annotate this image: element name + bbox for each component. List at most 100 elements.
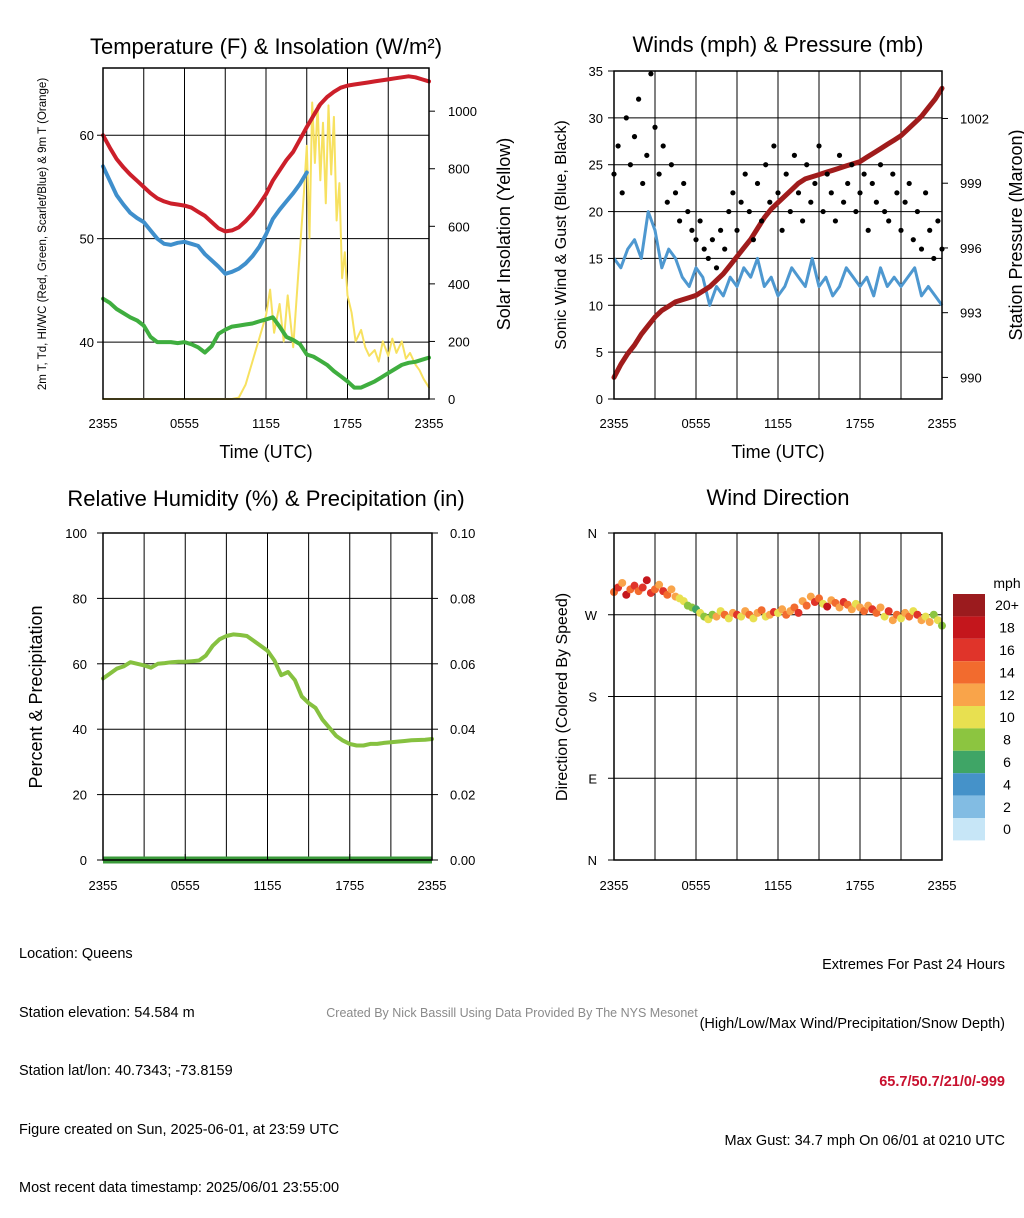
y-tick-label: 60	[80, 128, 94, 143]
direction-tick-label: N	[588, 853, 597, 868]
legend-label: 0	[1003, 821, 1011, 837]
gust-point	[841, 199, 847, 205]
gust-point	[750, 237, 757, 243]
gust-point	[845, 180, 851, 187]
gust-point	[709, 237, 716, 243]
wind-direction-panel: Wind Direction Direction (Colored By Spe…	[554, 485, 1021, 893]
humidity-panel-title: Relative Humidity (%) & Precipitation (i…	[67, 486, 464, 511]
winds-x-axis-label: Time (UTC)	[731, 442, 824, 462]
winds-grid	[614, 71, 942, 399]
wind-direction-point	[888, 616, 897, 625]
wind-direction-point	[655, 580, 664, 589]
wind-direction-point	[737, 612, 746, 621]
y2-tick-label: 200	[448, 334, 470, 349]
wind-speed-legend: mph 20+ 18 16 14 12 10 8 6 4 2 0	[953, 575, 1021, 841]
y-tick-label: 40	[73, 722, 87, 737]
gust-point	[808, 199, 814, 205]
gust-point	[668, 162, 675, 168]
legend-label: 18	[999, 620, 1015, 636]
gust-point	[935, 218, 941, 224]
legend-title: mph	[993, 575, 1020, 591]
wind-direction-point	[929, 610, 938, 619]
wind-direction-point	[663, 590, 672, 599]
gust-point	[931, 255, 937, 262]
legend-label: 6	[1003, 754, 1011, 770]
wind-direction-point	[794, 608, 803, 617]
gust-point	[886, 218, 892, 224]
gust-point	[927, 227, 933, 233]
gust-point	[734, 227, 740, 233]
gust-point	[783, 171, 789, 177]
gust-point	[791, 152, 798, 158]
gust-point	[627, 162, 634, 168]
legend-swatch	[953, 728, 985, 751]
wind-direction-panel-title: Wind Direction	[706, 485, 849, 510]
legend-label: 2	[1003, 799, 1011, 815]
figure-created: Figure created on Sun, 2025-06-01, at 23…	[19, 1121, 339, 1138]
y2-tick-label: 0.00	[450, 853, 475, 868]
wind-direction-point	[790, 603, 799, 612]
y2-tick-label: 990	[960, 370, 982, 385]
x-tick-label: 1755	[335, 878, 364, 893]
gust-point	[640, 180, 646, 187]
gust-point	[681, 180, 687, 187]
legend-swatch	[953, 661, 985, 684]
gust-point	[914, 208, 921, 215]
legend-swatch	[953, 818, 985, 841]
gust-point	[746, 208, 752, 215]
legend-label: 8	[1003, 732, 1011, 748]
y2-tick-label: 0.10	[450, 526, 475, 541]
x-tick-label: 2355	[89, 878, 118, 893]
extremes-values: 65.7/50.7/21/0/-999	[879, 1074, 1005, 1090]
humidity-y-axis-label: Percent & Precipitation	[26, 605, 46, 788]
temperature-panel-title: Temperature (F) & Insolation (W/m²)	[90, 34, 442, 59]
y-tick-label: 0	[80, 853, 87, 868]
gust-point	[836, 152, 843, 158]
temperature-y2-axis-label: Solar Insolation (Yellow)	[494, 138, 514, 330]
gust-point	[910, 237, 916, 243]
y2-tick-label: 0.08	[450, 591, 475, 606]
x-tick-label: 2355	[600, 878, 629, 893]
gust-point	[623, 115, 629, 121]
legend-swatch	[953, 750, 985, 774]
temperature-line	[101, 74, 431, 234]
gust-point	[877, 162, 884, 168]
wind-direction-point	[778, 605, 787, 614]
gust-point	[824, 171, 830, 177]
gust-point	[873, 199, 880, 205]
wind-direction-point	[757, 606, 766, 615]
y-tick-label: 20	[73, 788, 87, 803]
wind-direction-point	[872, 608, 881, 617]
winds-y2-axis-label: Station Pressure (Maroon)	[1006, 129, 1024, 340]
x-tick-label: 0555	[682, 416, 711, 431]
y-tick-label: 25	[589, 158, 603, 173]
gust-point	[857, 190, 863, 196]
x-tick-label: 0555	[682, 878, 711, 893]
gust-point	[759, 218, 765, 224]
gust-point	[902, 199, 908, 205]
gust-point	[636, 96, 642, 102]
wind-direction-point	[913, 610, 922, 619]
wind-direction-point	[712, 612, 721, 621]
legend-swatch	[953, 795, 985, 818]
station-location: Location: Queens	[19, 946, 133, 962]
legend-label: 4	[1003, 776, 1011, 792]
gust-point	[660, 143, 666, 149]
x-tick-label: 1155	[764, 878, 792, 893]
y2-tick-label: 600	[448, 219, 470, 234]
temperature-y-axis-label: 2m T, Td, HI/WC (Red, Green, Scarlet/Blu…	[37, 78, 49, 390]
gust-point	[738, 199, 744, 205]
gust-point	[787, 208, 793, 215]
y2-tick-label: 999	[960, 176, 982, 191]
gust-point	[693, 237, 699, 243]
wind-direction-point	[860, 607, 869, 616]
humidity-panel: Relative Humidity (%) & Precipitation (i…	[26, 486, 475, 893]
gust-point	[832, 218, 839, 224]
gust-point	[779, 227, 785, 233]
gust-point	[701, 246, 707, 252]
gust-point	[861, 171, 867, 177]
x-tick-label: 1155	[764, 416, 792, 431]
y2-tick-label: 0.04	[450, 722, 475, 737]
gust-point	[619, 190, 625, 196]
